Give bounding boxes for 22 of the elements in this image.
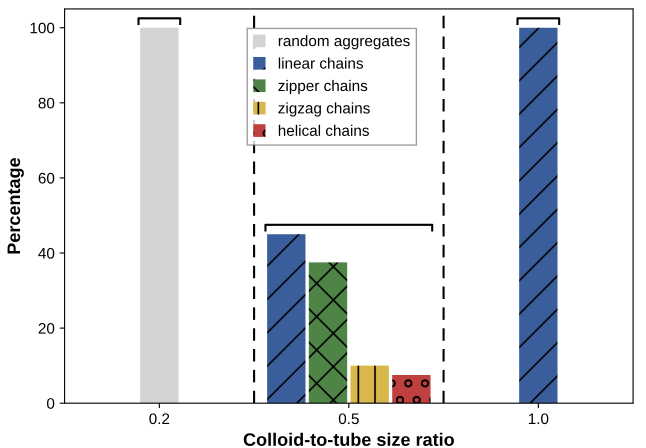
legend-label: zigzag chains: [278, 102, 370, 117]
x-tick-label: 0.2: [149, 413, 170, 424]
bar: [140, 28, 179, 404]
y-tick-label: 20: [38, 322, 54, 334]
bar: [267, 234, 306, 404]
x-axis-title: Colloid-to-tube size ratio: [244, 432, 454, 446]
y-tick-label: 80: [38, 98, 54, 109]
y-tick-label: 40: [38, 248, 54, 259]
y-axis-title: Percentage: [8, 158, 24, 254]
bar: [519, 28, 558, 404]
legend-label: helical chains: [278, 124, 369, 136]
x-tick-label: 0.5: [338, 413, 359, 424]
y-tick-label: 100: [30, 22, 54, 34]
y-tick-label: 60: [38, 172, 54, 184]
bar: [308, 262, 348, 404]
y-tick-label: 0: [46, 398, 54, 409]
x-tick-label: 1.0: [528, 413, 548, 424]
legend-label: zipper chains: [278, 80, 368, 94]
legend-label: random aggregates: [278, 35, 410, 50]
legend-label: linear chains: [278, 57, 363, 69]
bar: [392, 375, 431, 404]
bar: [350, 366, 389, 404]
